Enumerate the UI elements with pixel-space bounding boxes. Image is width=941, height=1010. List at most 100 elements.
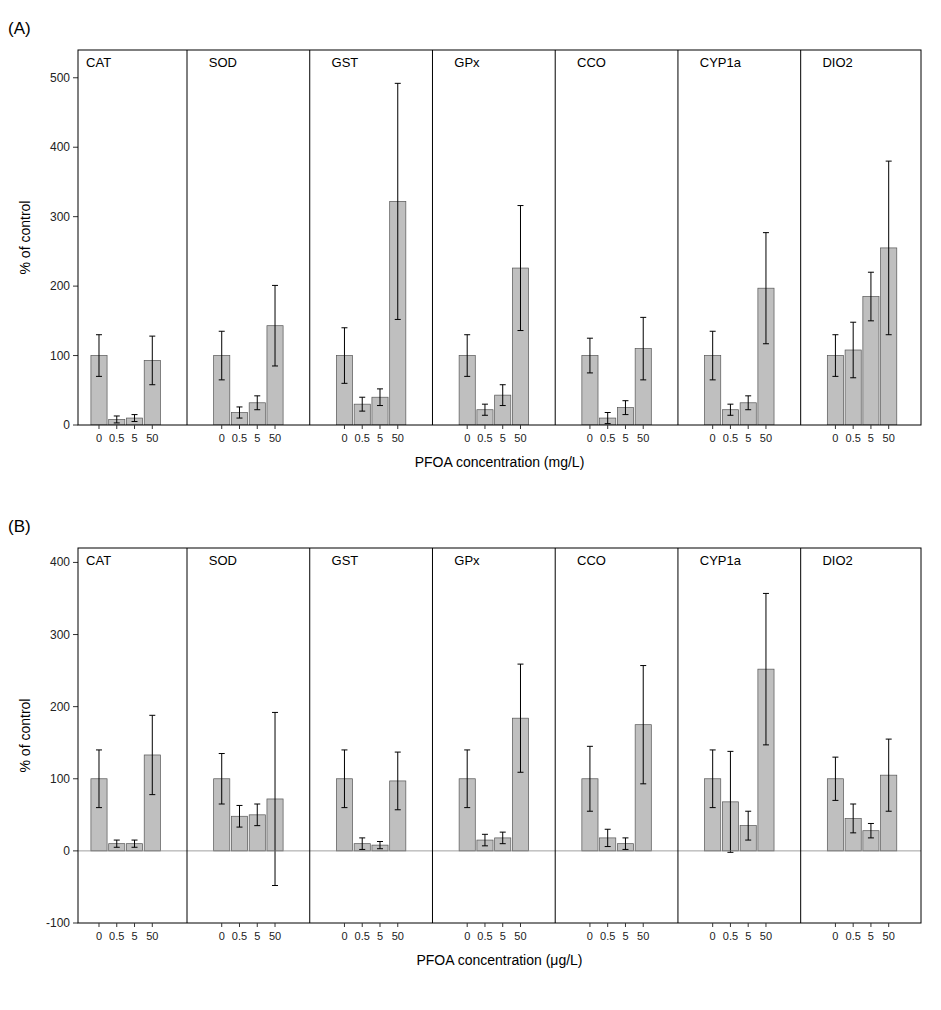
error-bar — [605, 413, 611, 424]
error-line — [589, 746, 590, 811]
y-tick-label: 300 — [50, 210, 70, 224]
y-tick-label: 400 — [50, 555, 70, 569]
error-cap — [359, 397, 365, 398]
error-bar — [219, 754, 225, 804]
error-line — [589, 338, 590, 373]
x-tick — [607, 923, 608, 927]
error-bar — [482, 834, 488, 846]
error-line — [344, 328, 345, 384]
error-cap — [341, 807, 347, 808]
error-bar — [517, 664, 523, 772]
x-tick — [344, 425, 345, 429]
y-tick — [73, 562, 78, 563]
x-tick-label: 50 — [514, 930, 526, 942]
error-bar — [341, 328, 347, 384]
x-tick-label: 50 — [514, 432, 526, 444]
error-line — [712, 750, 713, 808]
error-line — [379, 389, 380, 406]
y-tick-label: 0 — [63, 844, 70, 858]
y-tick-label: 100 — [50, 349, 70, 363]
x-tick-label: 0.5 — [600, 432, 615, 444]
error-cap — [832, 757, 838, 758]
x-tick-label: 5 — [745, 432, 751, 444]
x-tick — [379, 425, 380, 429]
error-line — [379, 842, 380, 849]
x-tick — [748, 923, 749, 927]
x-tick-label: 0 — [464, 432, 470, 444]
error-bar — [850, 322, 856, 378]
error-bar — [395, 83, 401, 319]
x-tick-label: 50 — [392, 432, 404, 444]
error-cap — [395, 83, 401, 84]
error-line — [502, 385, 503, 406]
error-bar — [464, 335, 470, 377]
x-tick-label: 0 — [341, 930, 347, 942]
error-line — [888, 739, 889, 811]
x-tick-label: 50 — [146, 432, 158, 444]
x-tick — [730, 425, 731, 429]
x-tick-label: 50 — [269, 930, 281, 942]
group-divider — [309, 548, 310, 923]
x-tick-label: 0.5 — [723, 432, 738, 444]
x-tick — [134, 923, 135, 927]
error-bar — [605, 829, 611, 846]
error-bar — [832, 335, 838, 377]
error-cap — [727, 852, 733, 853]
error-bar — [727, 404, 733, 415]
error-bar — [745, 811, 751, 840]
error-bar — [517, 206, 523, 331]
error-cap — [341, 749, 347, 750]
group-label: DIO2 — [822, 553, 852, 568]
error-bar — [132, 415, 138, 422]
x-tick-label: 50 — [883, 930, 895, 942]
x-tick — [257, 923, 258, 927]
x-tick — [484, 425, 485, 429]
y-tick — [73, 286, 78, 287]
error-bar — [132, 840, 138, 847]
x-tick-label: 0 — [341, 432, 347, 444]
error-bar — [149, 336, 155, 385]
panel: -1000100200300400CATSODGSTGPxCCOCYP1aDIO… — [8, 517, 921, 968]
error-cap — [149, 794, 155, 795]
error-cap — [377, 388, 383, 389]
error-line — [134, 415, 135, 422]
error-bar — [710, 750, 716, 808]
error-cap — [132, 421, 138, 422]
x-tick — [765, 425, 766, 429]
x-tick — [502, 425, 503, 429]
error-cap — [850, 322, 856, 323]
error-cap — [254, 825, 260, 826]
error-line — [484, 404, 485, 415]
error-cap — [114, 840, 120, 841]
error-cap — [219, 753, 225, 754]
x-tick — [748, 425, 749, 429]
error-cap — [640, 379, 646, 380]
group-divider — [187, 548, 188, 923]
x-tick-label: 50 — [637, 432, 649, 444]
x-tick — [239, 923, 240, 927]
x-tick — [853, 425, 854, 429]
error-bar — [395, 752, 401, 810]
group-label: CCO — [577, 55, 606, 70]
error-cap — [359, 837, 365, 838]
y-tick — [73, 706, 78, 707]
x-tick-label: 5 — [622, 432, 628, 444]
error-bar — [236, 407, 242, 418]
error-line — [257, 396, 258, 410]
error-cap — [605, 423, 611, 424]
group-label: CCO — [577, 553, 606, 568]
x-tick-label: 0.5 — [232, 432, 247, 444]
error-cap — [622, 837, 628, 838]
error-line — [467, 750, 468, 808]
x-tick-label: 5 — [500, 432, 506, 444]
error-line — [98, 750, 99, 808]
error-line — [397, 83, 398, 319]
y-tick — [73, 355, 78, 356]
x-tick-label: 0.5 — [846, 432, 861, 444]
y-tick — [73, 216, 78, 217]
error-bar — [710, 331, 716, 380]
x-tick-label: 5 — [254, 930, 260, 942]
error-cap — [219, 379, 225, 380]
x-tick — [362, 425, 363, 429]
x-tick — [625, 425, 626, 429]
